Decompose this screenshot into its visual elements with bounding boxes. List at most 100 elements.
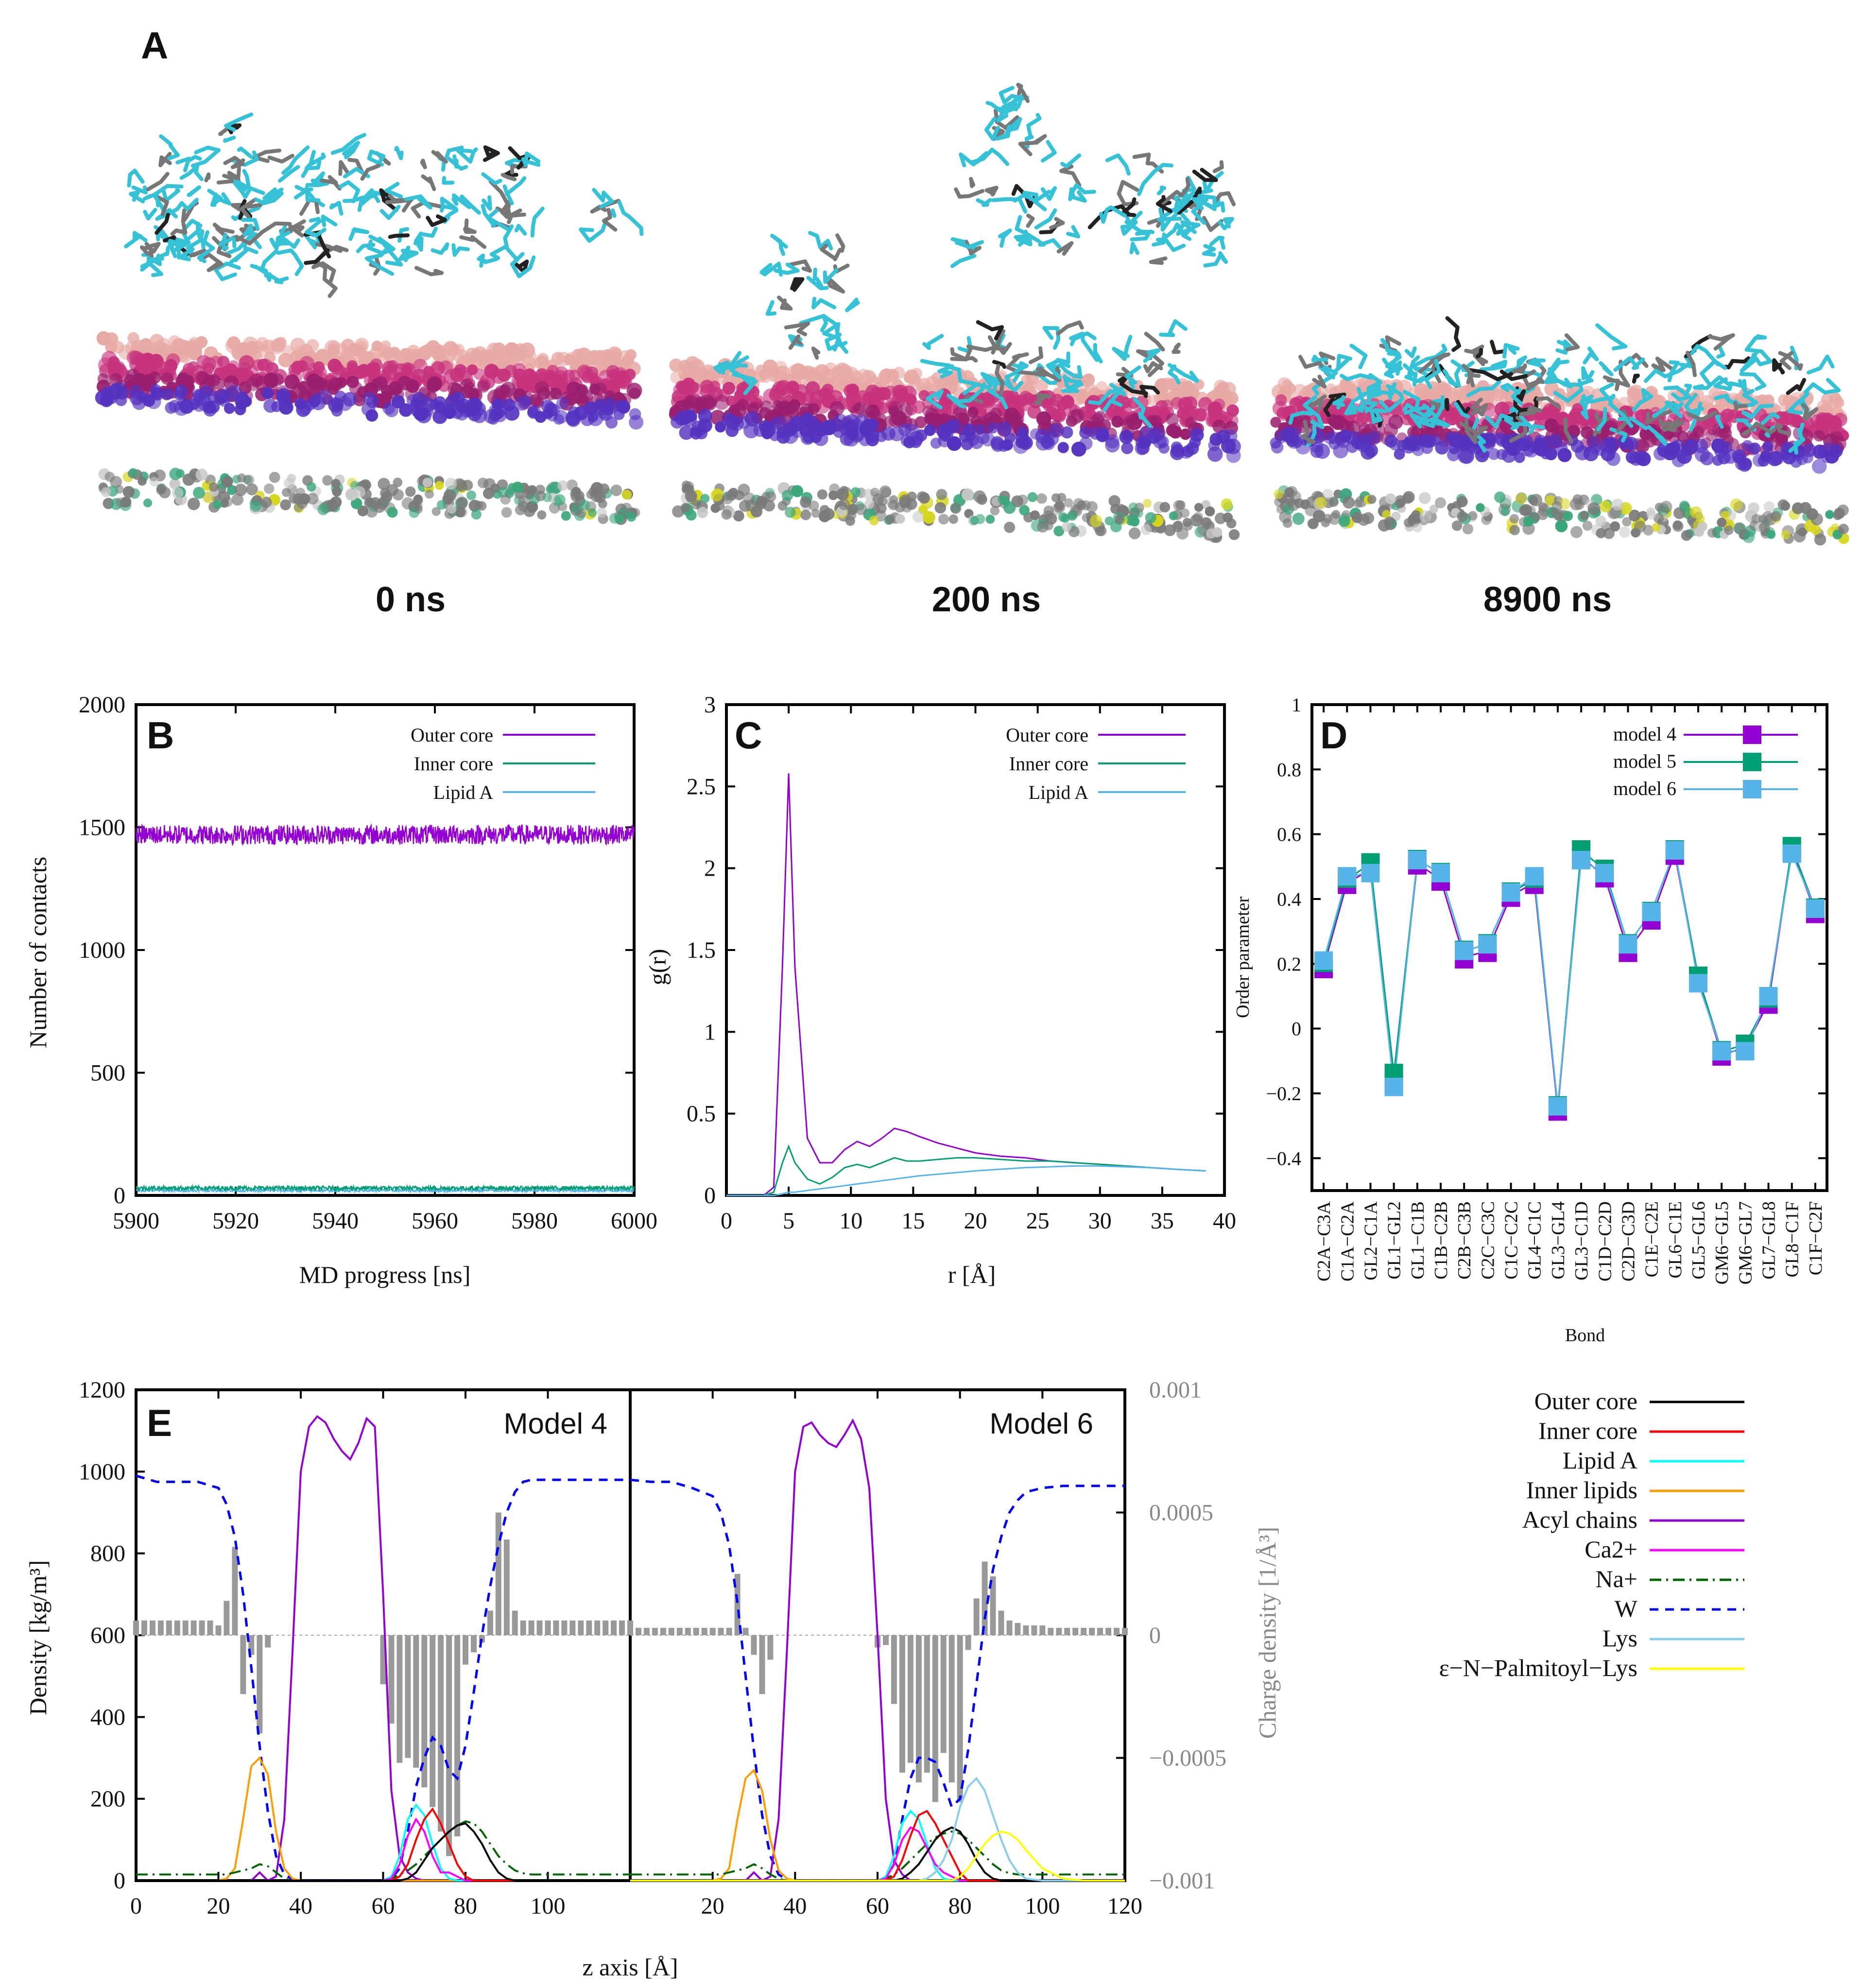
lps-chain: [431, 150, 448, 164]
lps-chain: [1300, 419, 1316, 444]
membrane-bead: [1127, 415, 1142, 431]
lps-chain: [1040, 140, 1057, 163]
lps-chain: [1373, 408, 1387, 423]
membrane-bead: [1833, 397, 1844, 409]
inner-leaflet-bead: [1595, 515, 1606, 527]
membrane-bead: [1819, 413, 1833, 427]
lps-chain: [833, 233, 845, 261]
inner-leaflet-bead: [1456, 496, 1468, 507]
panel-d-marker-model6: [1361, 864, 1380, 882]
lps-chain: [234, 221, 292, 246]
membrane-bead: [1207, 446, 1223, 462]
membrane-bead: [1712, 455, 1723, 466]
inner-leaflet-bead: [588, 508, 597, 518]
membrane-bead: [589, 383, 601, 395]
lps-chain: [418, 226, 438, 238]
inner-leaflet-bead: [1781, 530, 1791, 539]
lps-chain: [131, 185, 148, 195]
membrane-bead: [1482, 432, 1497, 446]
membrane-bead: [1411, 440, 1422, 451]
membrane-bead: [1198, 397, 1213, 412]
lps-chain: [1172, 343, 1181, 354]
lps-chain: [1155, 195, 1172, 213]
panel-d-marker-model6: [1806, 899, 1825, 918]
panel-e-ytick-label: 600: [90, 1623, 125, 1648]
inner-leaflet-bead: [1027, 492, 1038, 502]
inner-leaflet-bead: [1730, 498, 1743, 511]
panel-e-legend-label: W: [1615, 1595, 1638, 1622]
inner-leaflet-bead: [1462, 523, 1474, 535]
membrane-bead: [1716, 423, 1731, 439]
panel-d-marker-model6: [1501, 883, 1520, 902]
panel-d-marker-model6: [1619, 935, 1637, 954]
panel-d-marker-model6: [1431, 864, 1450, 882]
lps-chain: [1349, 344, 1368, 369]
panel-c-xtick-label: 15: [901, 1208, 925, 1234]
panel-d-category-label: GL7−GL8: [1759, 1201, 1779, 1279]
lps-chain: [237, 146, 254, 159]
panel-c-xtick-label: 20: [964, 1208, 987, 1234]
lps-chain: [777, 295, 793, 311]
panel-e-charge-bar: [396, 1635, 403, 1763]
lps-chain: [477, 253, 488, 268]
lps-chain: [505, 176, 527, 196]
lps-chain: [230, 150, 259, 167]
lps-chain: [1135, 229, 1155, 236]
lps-chain: [1404, 346, 1417, 358]
inner-leaflet-bead: [307, 493, 319, 505]
lps-chain: [774, 262, 800, 275]
inner-leaflet-bead: [1707, 528, 1717, 538]
lps-chain: [789, 259, 812, 273]
inner-leaflet-bead: [1308, 518, 1319, 530]
lps-chain: [1162, 199, 1180, 218]
panel-e-xtick-label: 100: [1025, 1893, 1060, 1919]
membrane-bead: [525, 370, 537, 382]
membrane-bead: [710, 410, 725, 425]
panel-d-marker-model6: [1572, 851, 1591, 869]
inner-leaflet-bead: [621, 489, 632, 500]
membrane-bead: [413, 359, 428, 374]
lps-chain: [1544, 367, 1560, 384]
lps-chain: [187, 185, 201, 197]
panel-e-xtick-label: 40: [783, 1893, 807, 1919]
lps-chain: [1380, 338, 1400, 355]
lps-chain: [1514, 415, 1533, 430]
lps-chain: [502, 184, 514, 206]
membrane-bead: [1326, 383, 1337, 395]
lps-chain: [1479, 360, 1508, 372]
inner-leaflet-bead: [609, 513, 620, 524]
inner-leaflet-bead: [574, 490, 585, 501]
inner-leaflet-bead: [246, 483, 258, 496]
lps-chain: [1180, 220, 1197, 234]
panel-e-series-lipid-a: [630, 1809, 1125, 1882]
panel-d-marker-model6: [1759, 987, 1778, 1005]
membrane-bead: [944, 374, 957, 387]
lps-chain: [617, 200, 644, 236]
lps-chain: [463, 218, 477, 234]
panel-d-lines: [1314, 837, 1825, 1121]
lps-chain: [442, 176, 455, 185]
inner-leaflet-bead: [1536, 508, 1549, 520]
lps-chain: [1459, 418, 1477, 444]
inner-leaflet-bead: [209, 482, 219, 492]
lps-chain: [158, 152, 172, 168]
inner-leaflet-bead: [818, 510, 831, 522]
inner-leaflet-bead: [1694, 527, 1705, 537]
inner-leaflet-bead: [287, 474, 296, 483]
lps-chain: [1038, 238, 1061, 249]
panel-d-marker-model6: [1408, 851, 1427, 869]
membrane-bead: [176, 376, 189, 389]
membrane-bead: [421, 344, 433, 357]
panel-e-charge-bar: [174, 1620, 180, 1635]
inner-leaflet-bead: [1292, 512, 1305, 525]
lps-chain: [321, 214, 338, 227]
lps-chain: [1312, 375, 1327, 389]
panel-e-charge-bar: [940, 1635, 947, 1753]
membrane-bead: [1183, 396, 1198, 411]
lps-chain: [950, 254, 977, 268]
panel-e-charge-bar: [660, 1627, 666, 1635]
membrane-bead: [1121, 442, 1134, 454]
lps-chain: [1499, 369, 1528, 381]
lps-chain: [218, 233, 227, 247]
